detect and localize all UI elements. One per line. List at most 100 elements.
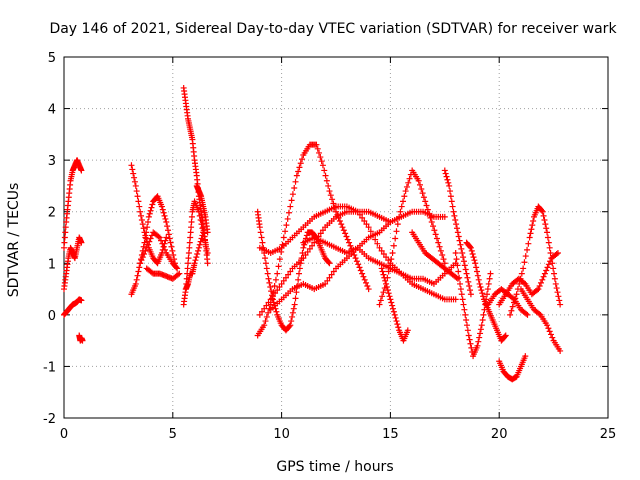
data-point <box>295 168 302 175</box>
data-point <box>384 287 391 294</box>
data-point <box>476 280 483 287</box>
data-point <box>148 204 155 211</box>
data-point <box>187 229 194 236</box>
data-point <box>510 295 517 302</box>
data-point <box>480 311 487 318</box>
data-point <box>379 268 386 275</box>
data-point <box>525 240 532 247</box>
data-point <box>289 309 296 316</box>
data-point <box>544 229 551 236</box>
data-point <box>144 224 151 231</box>
data-point <box>196 241 203 248</box>
data-point <box>193 254 200 261</box>
data-point <box>442 170 449 177</box>
y-tick-label: -2 <box>43 412 56 427</box>
data-point <box>319 162 326 169</box>
data-point <box>316 149 323 156</box>
x-axis-label: GPS time / hours <box>276 459 393 475</box>
data-point <box>292 178 299 185</box>
data-point <box>470 254 477 261</box>
data-point <box>365 224 372 231</box>
data-point <box>199 232 206 239</box>
data-point <box>132 280 139 287</box>
data-point <box>141 251 148 258</box>
data-point <box>280 234 287 241</box>
data-point <box>300 255 307 262</box>
x-tick-label: 25 <box>600 427 617 442</box>
series-arc-ac <box>485 286 531 318</box>
series-arc-y <box>496 353 529 383</box>
data-point <box>309 242 316 249</box>
data-point <box>352 255 359 262</box>
data-point <box>264 270 271 277</box>
data-point <box>361 276 368 283</box>
data-point <box>418 186 425 193</box>
data-point <box>430 223 437 230</box>
data-point <box>420 194 427 201</box>
data-point <box>62 229 69 236</box>
data-point <box>280 277 287 284</box>
series-arc-q <box>267 208 448 313</box>
data-point <box>339 224 346 231</box>
data-point <box>468 247 475 254</box>
data-point <box>289 313 296 320</box>
data-point <box>61 244 67 251</box>
data-point <box>475 338 482 345</box>
data-point <box>165 231 172 238</box>
data-point <box>138 257 145 264</box>
data-point <box>167 239 174 246</box>
data-point <box>170 252 177 259</box>
y-tick-label: 5 <box>48 51 56 66</box>
data-point <box>330 268 337 275</box>
data-point <box>288 197 295 204</box>
series-arc-f <box>128 193 178 298</box>
data-point <box>459 296 466 303</box>
data-point <box>374 240 381 247</box>
data-point <box>336 217 343 224</box>
series-arc-e <box>128 162 170 267</box>
data-point <box>557 347 564 354</box>
data-point <box>554 289 561 296</box>
data-point <box>287 203 294 210</box>
data-point <box>311 239 318 246</box>
data-point <box>139 254 146 261</box>
series-arc-l <box>193 182 211 236</box>
x-tick-label: 0 <box>60 427 68 442</box>
data-point <box>546 328 553 335</box>
data-point <box>463 322 470 329</box>
data-point <box>484 291 491 298</box>
data-point <box>263 265 270 272</box>
data-point <box>444 176 451 183</box>
series-arc-t <box>378 265 411 344</box>
data-point <box>297 160 304 167</box>
data-point <box>553 251 560 258</box>
data-point <box>367 228 374 235</box>
data-point <box>553 285 560 292</box>
data-point <box>443 173 450 180</box>
data-point <box>357 267 364 274</box>
series-arc-i <box>180 84 211 267</box>
data-point <box>452 249 459 256</box>
data-point <box>343 233 350 240</box>
data-point <box>457 286 464 293</box>
data-point <box>325 182 332 189</box>
data-point <box>130 170 137 177</box>
data-point <box>356 211 363 218</box>
data-point <box>372 236 379 243</box>
data-point <box>398 203 405 210</box>
data-point <box>441 167 448 174</box>
data-point <box>136 264 143 271</box>
data-point <box>286 323 293 330</box>
data-point <box>346 239 353 246</box>
data-point <box>131 174 138 181</box>
data-point <box>540 212 547 219</box>
data-point <box>534 287 541 294</box>
y-tick-label: 2 <box>48 206 56 221</box>
data-point <box>540 273 547 280</box>
data-point <box>463 270 470 277</box>
data-point <box>446 182 453 189</box>
data-point <box>159 206 166 213</box>
data-point <box>388 256 395 263</box>
data-point <box>400 198 407 205</box>
data-point <box>452 296 459 303</box>
